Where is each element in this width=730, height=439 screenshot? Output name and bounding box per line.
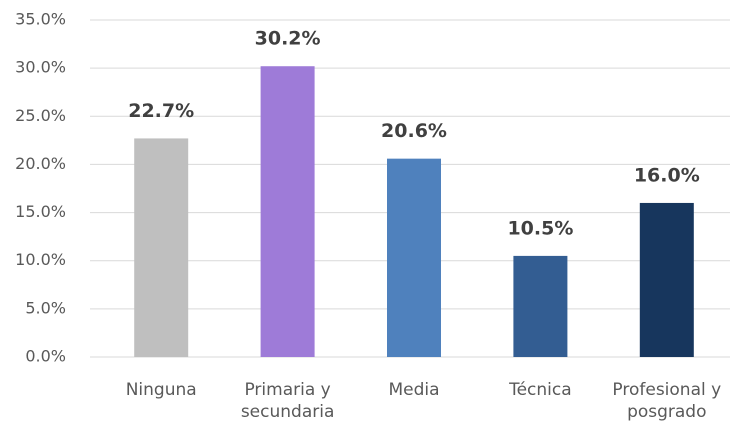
y-tick-label: 30.0% (15, 58, 66, 77)
x-tick-label: Técnica (509, 380, 572, 400)
x-tick-label: Ninguna (125, 380, 197, 400)
y-tick-label: 5.0% (25, 298, 66, 317)
data-label: 16.0% (634, 164, 700, 186)
data-label: 20.6% (381, 120, 447, 142)
bar (260, 66, 315, 358)
data-label: 30.2% (255, 28, 321, 50)
x-tick-label: Profesional y posgrado (612, 380, 722, 422)
data-label: 10.5% (507, 217, 573, 239)
y-tick-label: 10.0% (15, 250, 66, 269)
y-tick-label: 20.0% (15, 154, 66, 173)
bar (639, 202, 694, 357)
y-tick-label: 25.0% (15, 106, 66, 125)
x-tick-label: Primaria y secundaria (240, 380, 335, 422)
y-tick-label: 15.0% (15, 202, 66, 221)
y-tick-label: 0.0% (25, 347, 66, 366)
bar (513, 255, 568, 357)
bar (134, 138, 189, 357)
data-label: 22.7% (128, 100, 194, 122)
y-tick-label: 35.0% (15, 10, 66, 29)
bar (387, 158, 441, 357)
x-tick-label: Media (388, 380, 440, 400)
